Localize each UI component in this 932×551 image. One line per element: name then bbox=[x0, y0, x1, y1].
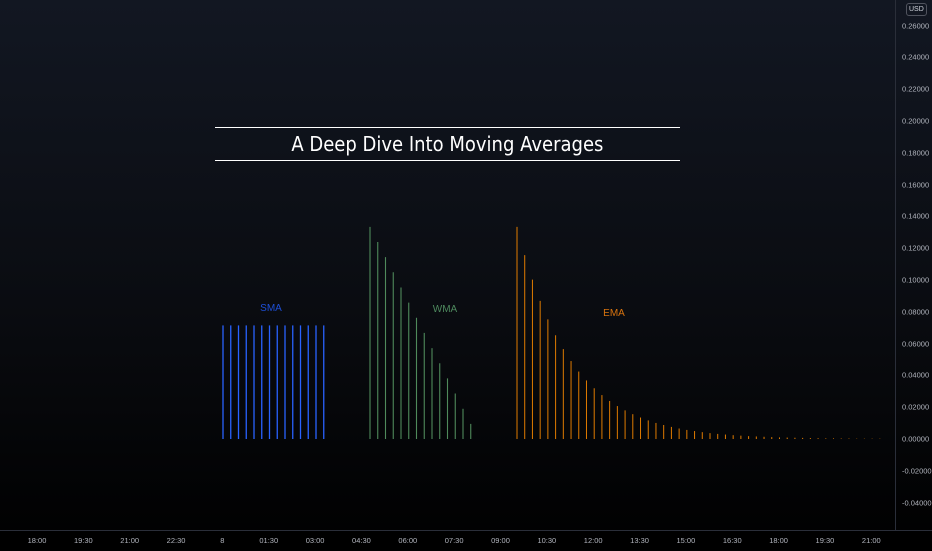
currency-badge[interactable]: USD bbox=[906, 3, 927, 16]
time-tick-label: 12:00 bbox=[583, 536, 603, 545]
price-tick-label: 0.18000 bbox=[902, 148, 930, 158]
time-tick-label: 13:30 bbox=[630, 536, 649, 545]
chart-title-banner: A Deep Dive Into Moving Averages bbox=[215, 127, 680, 161]
price-tick-label: 0.12000 bbox=[902, 243, 930, 253]
chart-title: A Deep Dive Into Moving Averages bbox=[291, 132, 604, 156]
series-wma bbox=[369, 226, 472, 439]
series-label-ema: EMA bbox=[603, 308, 625, 319]
price-tick-label: -0.02000 bbox=[902, 466, 932, 476]
price-tick-label: 0.08000 bbox=[902, 307, 930, 317]
price-tick-label: 0.14000 bbox=[902, 211, 930, 221]
price-tick-label: 0.24000 bbox=[902, 52, 930, 62]
time-tick-label: 18:00 bbox=[769, 536, 788, 545]
price-tick-label: 0.20000 bbox=[902, 116, 930, 126]
series-label-wma: WMA bbox=[432, 304, 458, 315]
time-tick-label: 19:30 bbox=[73, 536, 93, 545]
time-tick-label: 19:30 bbox=[815, 536, 835, 545]
time-tick-label: 04:30 bbox=[352, 536, 371, 545]
price-tick-label: 0.10000 bbox=[902, 275, 930, 285]
time-tick-label: 07:30 bbox=[444, 536, 464, 545]
time-tick-label: 21:00 bbox=[120, 536, 140, 545]
price-tick-label: 0.06000 bbox=[902, 339, 930, 349]
time-tick-label: 21:00 bbox=[861, 536, 881, 545]
price-tick-label: -0.04000 bbox=[902, 498, 932, 508]
time-tick-label: 18:00 bbox=[27, 536, 47, 545]
time-tick-label: 16:30 bbox=[722, 536, 742, 545]
price-tick-label: 0.02000 bbox=[902, 402, 930, 412]
time-tick-label: 09:00 bbox=[491, 536, 510, 545]
time-axis[interactable]: 18:00 19:30 21:00 22:30 8 01:30 03:00 04:30 06:0… bbox=[0, 530, 932, 551]
series-ema bbox=[516, 226, 881, 439]
price-tick-label: 0.00000 bbox=[902, 434, 930, 444]
price-axis[interactable]: 0.26000 0.24000 0.22000 0.20000 0.18000 0.160… bbox=[895, 0, 932, 530]
time-tick-label: 8 bbox=[220, 536, 225, 545]
time-tick-label: 01:30 bbox=[259, 536, 279, 545]
price-tick-label: 0.16000 bbox=[902, 180, 930, 190]
time-tick-label: 06:00 bbox=[398, 536, 418, 545]
price-tick-label: 0.22000 bbox=[902, 84, 930, 94]
price-tick-label: 0.26000 bbox=[902, 21, 930, 31]
time-tick-label: 15:00 bbox=[676, 536, 696, 545]
plot-area[interactable] bbox=[0, 0, 895, 530]
series-label-sma: SMA bbox=[260, 303, 282, 314]
time-tick-label: 03:00 bbox=[305, 536, 325, 545]
price-tick-label: 0.04000 bbox=[902, 370, 930, 380]
time-tick-label: 22:30 bbox=[166, 536, 186, 545]
time-tick-label: 10:30 bbox=[537, 536, 557, 545]
series-sma bbox=[222, 325, 325, 439]
